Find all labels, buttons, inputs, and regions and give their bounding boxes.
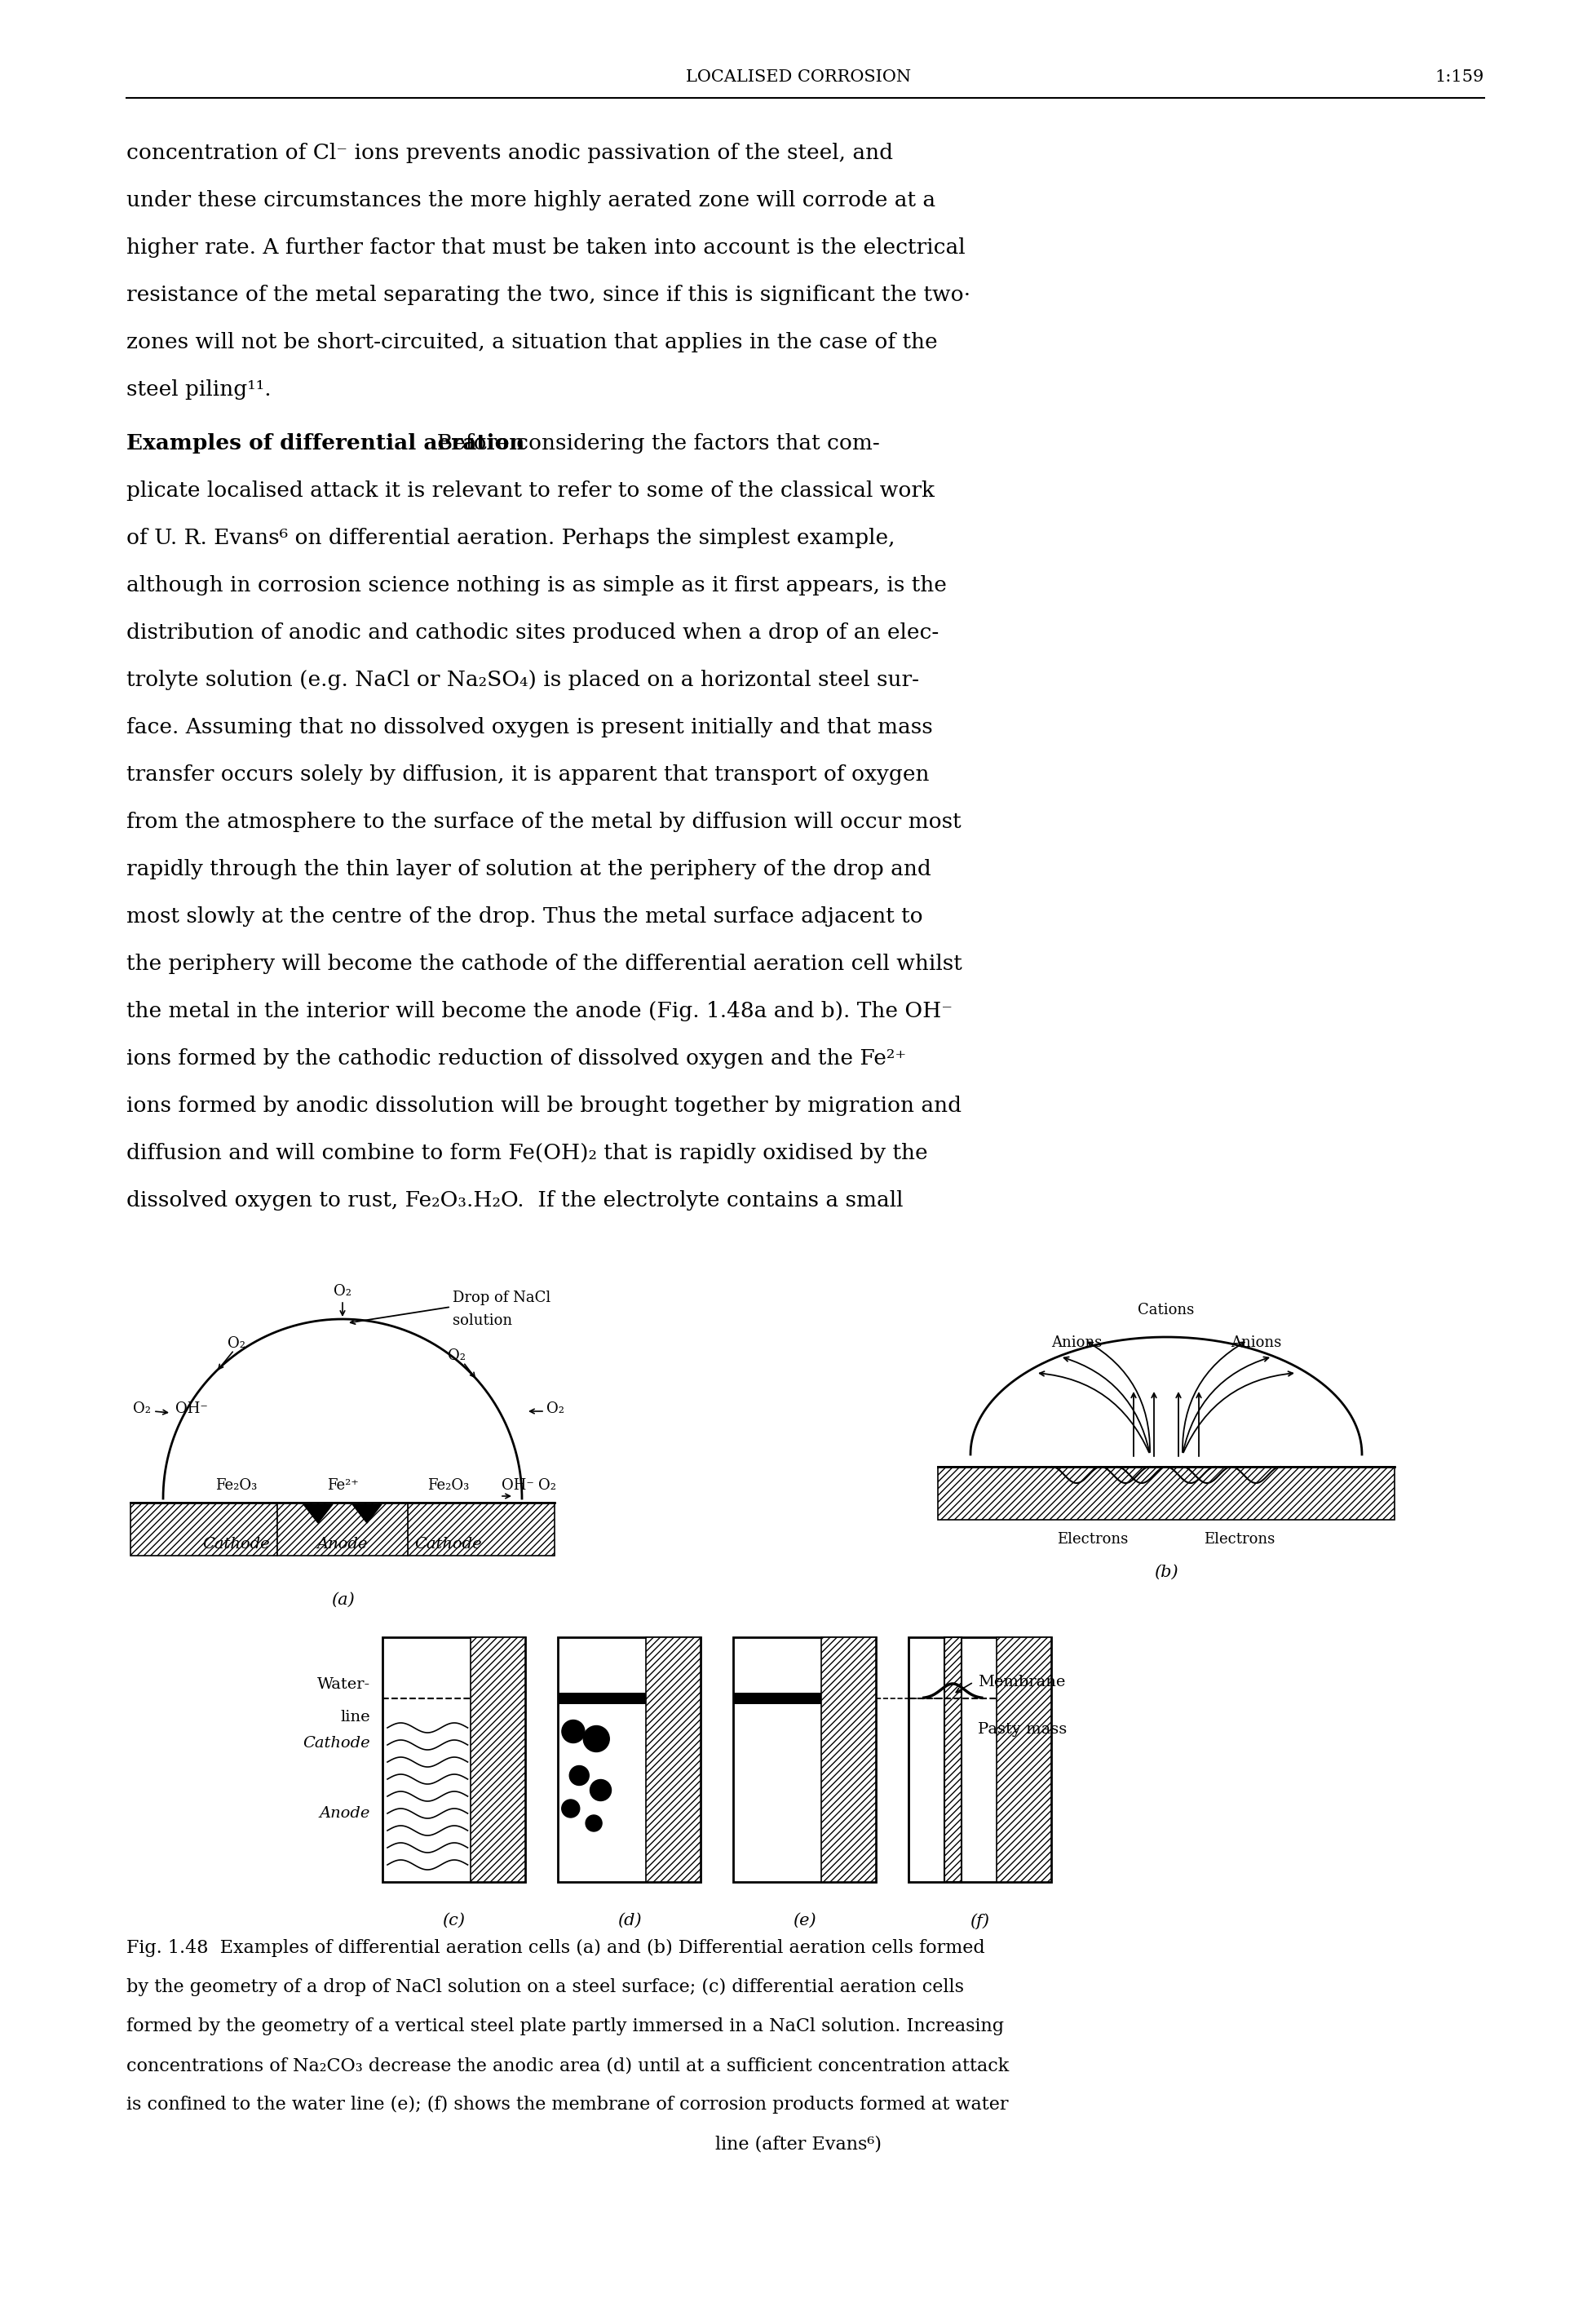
Text: ions formed by the cathodic reduction of dissolved oxygen and the Fe²⁺: ions formed by the cathodic reduction of…	[126, 1048, 907, 1069]
Text: line: line	[340, 1710, 370, 1724]
Text: under these circumstances the more highly aerated zone will corrode at a: under these circumstances the more highl…	[126, 191, 935, 211]
Bar	[908, 1636, 1050, 1882]
Text: although in corrosion science nothing is as simple as it first appears, is the: although in corrosion science nothing is…	[126, 574, 946, 595]
Text: dissolved oxygen to rust, Fe₂O₃.H₂O.  If the electrolyte contains a small: dissolved oxygen to rust, Fe₂O₃.H₂O. If …	[126, 1190, 903, 1211]
Text: the metal in the interior will become the anode (Fig. 1.48a and b). The OH⁻: the metal in the interior will become th…	[126, 1002, 953, 1020]
Bar	[557, 1636, 701, 1882]
Text: formed by the geometry of a vertical steel plate partly immersed in a NaCl solut: formed by the geometry of a vertical ste…	[126, 2018, 1004, 2036]
Text: plicate localised attack it is relevant to refer to some of the classical work: plicate localised attack it is relevant …	[126, 480, 934, 501]
Circle shape	[583, 1726, 610, 1751]
Text: of U. R. Evans⁶ on differential aeration. Perhaps the simplest example,: of U. R. Evans⁶ on differential aeration…	[126, 529, 895, 549]
Text: Fe₂O₃: Fe₂O₃	[428, 1478, 469, 1494]
Text: Water-: Water-	[318, 1678, 370, 1691]
Text: Pasty mass: Pasty mass	[977, 1721, 1066, 1737]
Text: O₂: O₂	[227, 1335, 246, 1351]
Bar	[383, 1636, 525, 1882]
Bar	[943, 1636, 961, 1882]
Text: Examples of differential aeration: Examples of differential aeration	[126, 432, 525, 453]
Text: Electrons: Electrons	[1203, 1533, 1275, 1547]
Text: line (after Evans⁶): line (after Evans⁶)	[715, 2135, 881, 2153]
Bar	[937, 1466, 1393, 1519]
Text: by the geometry of a drop of NaCl solution on a steel surface; (c) differential : by the geometry of a drop of NaCl soluti…	[126, 1979, 964, 1997]
Text: (b): (b)	[1154, 1565, 1178, 1581]
Text: O₂: O₂	[132, 1402, 150, 1416]
Text: O₂: O₂	[447, 1349, 466, 1363]
Bar	[131, 1503, 278, 1556]
Bar	[822, 1636, 876, 1882]
Text: OH⁻: OH⁻	[176, 1402, 207, 1416]
Text: higher rate. A further factor that must be taken into account is the electrical: higher rate. A further factor that must …	[126, 237, 966, 257]
Text: solution: solution	[452, 1314, 512, 1328]
Text: O₂: O₂	[334, 1285, 351, 1298]
Polygon shape	[353, 1505, 381, 1524]
Text: rapidly through the thin layer of solution at the periphery of the drop and: rapidly through the thin layer of soluti…	[126, 859, 930, 880]
Text: OH⁻: OH⁻	[501, 1478, 533, 1494]
Text: ions formed by anodic dissolution will be brought together by migration and: ions formed by anodic dissolution will b…	[126, 1096, 961, 1117]
Text: is confined to the water line (e); (f) shows the membrane of corrosion products : is confined to the water line (e); (f) s…	[126, 2096, 1009, 2114]
Circle shape	[562, 1719, 584, 1742]
Text: (c): (c)	[442, 1912, 464, 1928]
Text: concentrations of Na₂CO₃ decrease the anodic area (d) until at a sufficient conc: concentrations of Na₂CO₃ decrease the an…	[126, 2057, 1009, 2075]
Text: Fe²⁺: Fe²⁺	[327, 1478, 358, 1494]
Circle shape	[562, 1799, 579, 1818]
Bar	[278, 1503, 407, 1556]
Text: steel piling¹¹.: steel piling¹¹.	[126, 379, 271, 400]
Bar	[733, 1694, 822, 1705]
Bar	[996, 1636, 1050, 1882]
Text: Drop of NaCl: Drop of NaCl	[452, 1291, 551, 1305]
Text: zones will not be short-circuited, a situation that applies in the case of the: zones will not be short-circuited, a sit…	[126, 331, 937, 352]
Text: from the atmosphere to the surface of the metal by diffusion will occur most: from the atmosphere to the surface of th…	[126, 811, 961, 832]
Circle shape	[586, 1815, 602, 1832]
Bar	[471, 1636, 525, 1882]
Circle shape	[591, 1779, 611, 1802]
Text: Anode: Anode	[319, 1806, 370, 1820]
Text: Before considering the factors that com-: Before considering the factors that com-	[423, 432, 879, 453]
Text: Anions: Anions	[1050, 1335, 1101, 1351]
Text: trolyte solution (e.g. NaCl or Na₂SO₄) is placed on a horizontal steel sur-: trolyte solution (e.g. NaCl or Na₂SO₄) i…	[126, 669, 919, 689]
Text: Cathode: Cathode	[203, 1537, 270, 1551]
Text: (e): (e)	[793, 1912, 816, 1928]
Text: (f): (f)	[970, 1912, 990, 1928]
Text: distribution of anodic and cathodic sites produced when a drop of an elec-: distribution of anodic and cathodic site…	[126, 623, 938, 643]
Text: diffusion and will combine to form Fe(OH)₂ that is rapidly oxidised by the: diffusion and will combine to form Fe(OH…	[126, 1142, 927, 1163]
Bar	[557, 1694, 646, 1705]
Text: transfer occurs solely by diffusion, it is apparent that transport of oxygen: transfer occurs solely by diffusion, it …	[126, 765, 929, 784]
Text: Anions: Anions	[1231, 1335, 1280, 1351]
Text: resistance of the metal separating the two, since if this is significant the two: resistance of the metal separating the t…	[126, 285, 970, 306]
Text: the periphery will become the cathode of the differential aeration cell whilst: the periphery will become the cathode of…	[126, 954, 962, 974]
Bar	[733, 1636, 876, 1882]
Text: O₂: O₂	[538, 1478, 555, 1494]
Text: (a): (a)	[330, 1593, 354, 1609]
Circle shape	[570, 1765, 589, 1786]
Text: Membrane: Membrane	[977, 1675, 1065, 1689]
Text: Cathode: Cathode	[415, 1537, 482, 1551]
Text: Cathode: Cathode	[303, 1735, 370, 1751]
Text: Fig. 1.48  Examples of differential aeration cells (a) and (b) Differential aera: Fig. 1.48 Examples of differential aerat…	[126, 1940, 985, 1958]
Text: face. Assuming that no dissolved oxygen is present initially and that mass: face. Assuming that no dissolved oxygen …	[126, 717, 932, 738]
Text: LOCALISED CORROSION: LOCALISED CORROSION	[685, 69, 911, 85]
Polygon shape	[303, 1505, 332, 1524]
Text: Cations: Cations	[1138, 1303, 1194, 1317]
Text: most slowly at the centre of the drop. Thus the metal surface adjacent to: most slowly at the centre of the drop. T…	[126, 905, 922, 926]
Text: Fe₂O₃: Fe₂O₃	[215, 1478, 257, 1494]
Text: Anode: Anode	[318, 1537, 367, 1551]
Text: Electrons: Electrons	[1057, 1533, 1128, 1547]
Bar	[646, 1636, 701, 1882]
Text: 1:159: 1:159	[1435, 69, 1484, 85]
Text: O₂: O₂	[546, 1402, 563, 1416]
Text: (d): (d)	[616, 1912, 642, 1928]
Bar	[407, 1503, 554, 1556]
Text: concentration of Cl⁻ ions prevents anodic passivation of the steel, and: concentration of Cl⁻ ions prevents anodi…	[126, 142, 892, 163]
